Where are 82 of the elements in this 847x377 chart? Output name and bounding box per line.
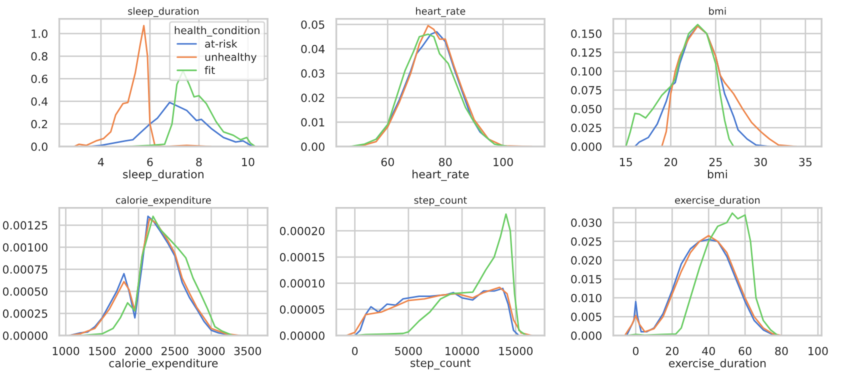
x-tick-label: 4 [98,158,104,166]
x-axis-title: step_count [410,359,471,370]
y-tick-label: 0.00000 [2,332,48,340]
x-tick-label: 1000 [52,346,80,356]
y-tick-label: 0.00020 [280,226,324,236]
x-tick-label: 1500 [89,346,116,356]
x-tick-label: 25 [709,158,722,166]
y-tick-label: 0.01 [301,118,324,127]
y-tick-label: 0.02 [301,94,324,102]
y-tick-label: 0.00010 [280,279,324,288]
x-tick-label: 60 [381,158,394,166]
y-tick-label: 0.4 [31,97,48,106]
x-tick-label: 100 [808,346,828,356]
y-tick-label: 0.005 [571,312,602,322]
y-tick-label: 1.0 [32,30,48,38]
x-axis-title: exercise_duration [668,358,766,370]
y-tick-label: 0.075 [571,86,602,94]
x-axis-title: sleep_duration [123,170,204,181]
y-tick-label: 0.050 [571,104,602,114]
y-tick-label: 0.030 [571,218,602,227]
x-tick-label: 3500 [234,346,262,356]
y-tick-label: 0.100 [571,67,602,76]
y-tick-label: 0.025 [571,237,602,246]
y-tick-label: 0.6 [31,74,48,84]
x-tick-label: 15000 [499,346,533,356]
x-tick-label: 60 [738,346,752,356]
x-tick-label: 10000 [446,346,479,356]
y-tick-label: 0.00100 [2,243,48,252]
y-tick-label: 0.015 [571,275,602,284]
chart-title: step_count [414,196,467,206]
y-tick-label: 0.03 [301,69,324,78]
chart-title: exercise_duration [675,196,760,206]
y-tick-label: 0.2 [31,120,48,128]
y-tick-label: 0.000 [571,142,602,151]
x-tick-label: 30 [754,158,767,166]
x-axis-title: calorie_expenditure [109,358,218,370]
y-tick-label: 0.00050 [2,287,48,296]
x-tick-label: 20 [666,346,678,356]
y-tick-label: 0.0 [31,142,48,151]
legend-label: at-risk [205,40,238,48]
x-tick-label: 15 [620,158,632,166]
y-tick-label: 0.025 [571,124,602,132]
y-tick-label: 0.010 [571,294,602,302]
x-tick-label: 0 [352,346,358,356]
chart-title: sleep_duration [128,7,198,17]
y-tick-label: 0.150 [571,30,602,38]
y-tick-label: 0.05 [301,20,324,29]
x-tick-label: 80 [775,346,788,356]
line-series [625,24,734,147]
chart-title: calorie_expenditure [116,196,211,206]
y-tick-label: 0.00 [301,142,324,151]
legend-label: fit [204,66,215,74]
x-axis-title: bmi [708,170,727,178]
y-tick-label: 0.00015 [280,253,324,262]
y-tick-label: 0.000 [571,332,602,340]
x-tick-label: 40 [702,346,715,356]
y-tick-label: 0.00075 [2,265,48,274]
y-tick-label: 0.04 [301,44,325,54]
x-tick-label: 6 [147,158,153,166]
x-axis-title: heart_rate [412,170,469,181]
x-tick-label: 0 [632,346,639,356]
x-tick-label: 100 [494,158,513,166]
y-tick-label: 0.00125 [2,221,48,230]
y-tick-label: 0.00025 [2,309,48,318]
x-tick-label: 20 [664,158,678,166]
y-tick-label: 0.00000 [280,332,324,340]
x-tick-label: 80 [439,158,452,166]
x-tick-label: 35 [799,158,812,166]
y-tick-label: 0.00005 [280,305,324,314]
x-tick-label: 2000 [125,346,152,356]
chart-title: bmi [709,7,726,15]
x-tick-label: 8 [196,158,202,166]
x-tick-label: 5000 [395,346,422,356]
y-tick-label: 0.020 [571,256,602,265]
x-tick-label: 3000 [198,346,225,356]
chart-title: heart_rate [416,7,466,17]
y-tick-label: 0.8 [31,52,48,61]
legend-title: health_condition [174,26,260,37]
x-tick-label: 2500 [162,346,188,356]
y-tick-label: 0.125 [571,48,602,57]
x-tick-label: 10 [242,158,254,166]
legend-label: unhealthy [205,52,257,63]
